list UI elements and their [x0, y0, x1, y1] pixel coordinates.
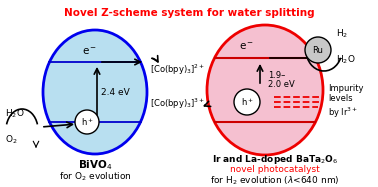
Text: e$^-$: e$^-$: [82, 46, 98, 57]
Circle shape: [75, 110, 99, 134]
Text: Ir and La-doped BaTa$_2$O$_6$: Ir and La-doped BaTa$_2$O$_6$: [212, 153, 338, 165]
Text: 1.9–
2.0 eV: 1.9– 2.0 eV: [268, 71, 295, 89]
Circle shape: [305, 37, 331, 63]
Text: Novel Z-scheme system for water splitting: Novel Z-scheme system for water splittin…: [64, 8, 314, 18]
Text: BiVO$_4$: BiVO$_4$: [78, 158, 112, 172]
Text: for H$_2$ evolution ($\lambda$<640 nm): for H$_2$ evolution ($\lambda$<640 nm): [210, 175, 340, 187]
Text: e$^-$: e$^-$: [239, 41, 255, 52]
Ellipse shape: [43, 30, 147, 154]
Text: novel photocatalyst: novel photocatalyst: [230, 165, 320, 174]
Text: O$_2$: O$_2$: [5, 134, 18, 146]
Ellipse shape: [207, 25, 323, 155]
Text: 2.4 eV: 2.4 eV: [101, 88, 130, 96]
Text: [Co(bpy)$_3$]$^{3+}$: [Co(bpy)$_3$]$^{3+}$: [150, 97, 206, 111]
Text: [Co(bpy)$_3$]$^{2+}$: [Co(bpy)$_3$]$^{2+}$: [150, 63, 206, 77]
Text: H$_2$: H$_2$: [336, 28, 348, 40]
Circle shape: [234, 89, 260, 115]
Text: h$^+$: h$^+$: [81, 116, 93, 128]
Text: H$_2$O: H$_2$O: [5, 108, 25, 120]
Text: Impurity
levels
by Ir$^{3+}$: Impurity levels by Ir$^{3+}$: [328, 84, 364, 120]
Text: H$_2$O: H$_2$O: [336, 54, 356, 66]
Text: Ru: Ru: [313, 45, 324, 54]
Text: h$^+$: h$^+$: [240, 96, 254, 108]
Text: for O$_2$ evolution: for O$_2$ evolution: [59, 171, 131, 183]
